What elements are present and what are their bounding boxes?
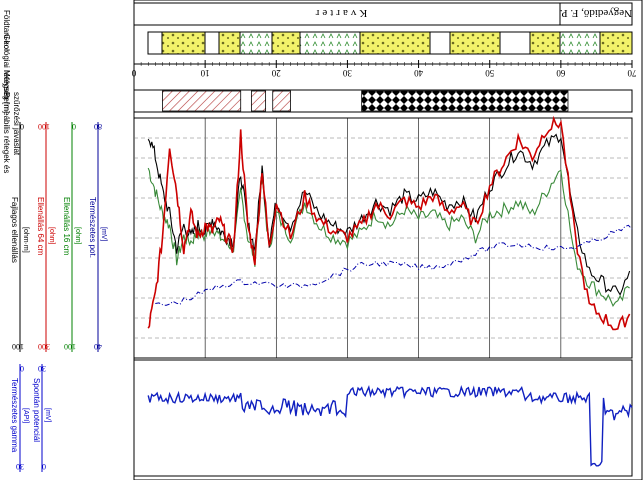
legend-max: 0 <box>20 122 24 131</box>
legend-name: Természetes gamma <box>10 378 19 453</box>
legend-max: 0 <box>72 122 76 131</box>
depth-tick-label: 30 <box>342 68 352 78</box>
legend-max: 30 <box>38 364 46 373</box>
permeable-zone <box>162 90 242 112</box>
depth-tick-label: 20 <box>271 68 281 78</box>
depth-tick-label: 10 <box>200 68 210 78</box>
geology-track <box>147 31 633 55</box>
legend-name: Fajlagos ellenállás <box>10 197 19 263</box>
depth-tick-label: 60 <box>556 68 566 78</box>
legend-min: 300 <box>38 342 50 351</box>
legend-min: 40 <box>94 342 102 351</box>
gamma-line <box>147 384 633 467</box>
permeable-zone <box>250 90 267 112</box>
legend-unit: [ohm] <box>48 227 55 245</box>
legend-unit: [mV] <box>44 408 51 422</box>
age-quaternary-label: Kvarter <box>313 7 368 19</box>
depth-scale: 0 10 20 30 40 50 60 70 <box>131 60 637 78</box>
depth-tick-label: 40 <box>414 68 424 78</box>
legend-min: 0 <box>42 462 46 471</box>
legend-min: 100 <box>12 342 24 351</box>
perm-label-2: szűrőzési javaslat <box>12 92 21 156</box>
age-pliocene-label: Negyedidő, F. P. <box>560 7 632 19</box>
gamma-curve-group <box>147 384 633 467</box>
depth-tick-label: 50 <box>485 68 495 78</box>
legend-unit: [mV] <box>100 227 107 241</box>
track-legends: Természetes gamma [API] 0 30 Spontán potenci… <box>10 122 107 472</box>
perm-label-1: Permeábilis rétegek és <box>2 92 11 173</box>
legend-min: 100 <box>64 342 76 351</box>
resistivity-track <box>133 117 633 476</box>
geology-label: Geológiai rétegsor <box>2 34 11 100</box>
legend-max: 0 <box>20 364 24 373</box>
depth-tick-label: 0 <box>131 68 136 78</box>
legend-name: Spontán potenciál <box>32 378 41 442</box>
geo-age-track: Kvarter Negyedidő, F. P. <box>133 2 633 26</box>
legend-name: Ellenállás 16 cm <box>62 197 71 256</box>
legend-unit: [API] <box>22 408 29 423</box>
series-line <box>147 115 631 331</box>
series-line <box>147 133 631 296</box>
permeable-zone <box>272 90 291 112</box>
depth-tick-label: 70 <box>627 68 637 78</box>
legend-unit: [ohm·m] <box>22 227 29 253</box>
sp-line <box>155 224 633 306</box>
legend-name: Ellenállás 64 cm <box>36 197 45 256</box>
legend-unit: [ohm] <box>74 227 81 245</box>
gamma-track <box>133 359 633 477</box>
legend-name: Természetes pot. <box>88 197 97 258</box>
legend-max: 80 <box>94 122 102 131</box>
geo-age-label: Földtani kor <box>2 10 11 52</box>
permeable-zone <box>361 90 569 112</box>
depth-label: Mélység [m] <box>2 70 11 113</box>
left-labels: Földtani kor Geológiai rétegsor Mélység … <box>2 10 21 173</box>
legend-min: 30 <box>16 462 24 471</box>
permeable-zones-track <box>133 89 633 113</box>
legend-max: 100 <box>38 122 50 131</box>
curves <box>147 115 633 331</box>
